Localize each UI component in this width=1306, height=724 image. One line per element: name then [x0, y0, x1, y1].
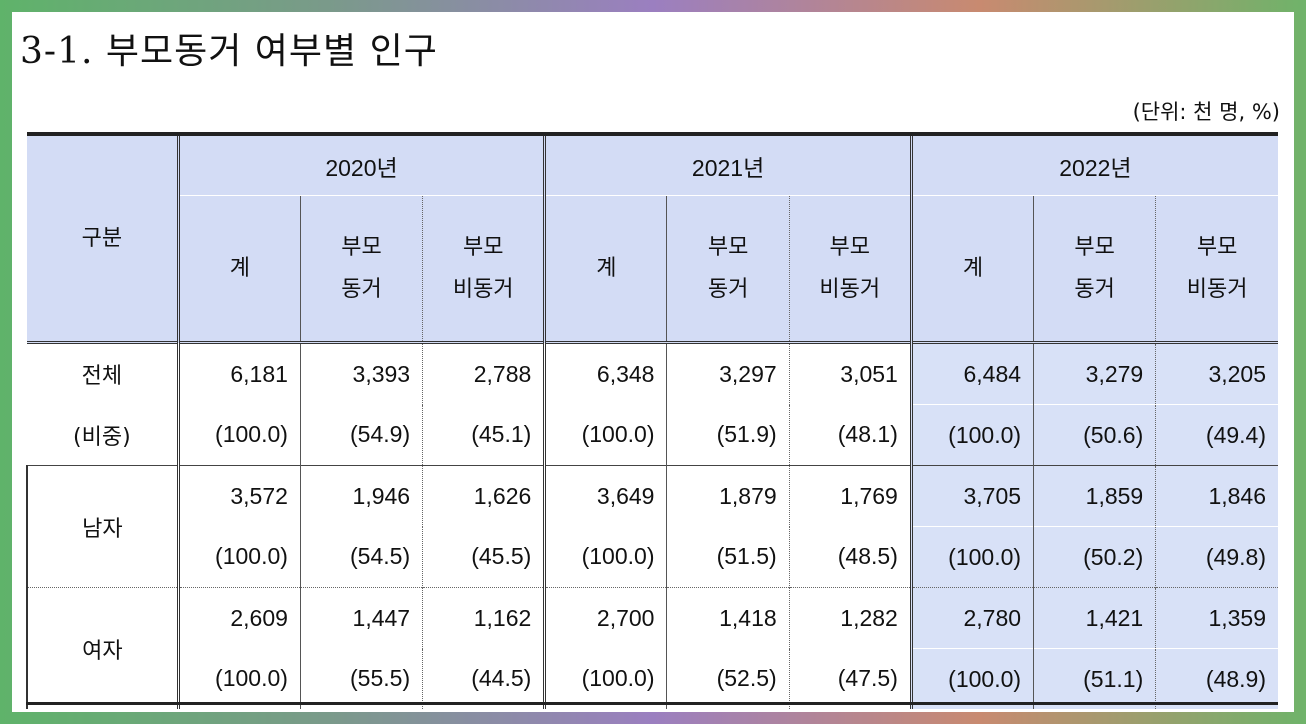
table-cell: (47.5) — [788, 648, 912, 709]
table-bottom-rule — [26, 702, 1278, 705]
table-cell: 1,282 — [788, 587, 912, 649]
table-cell: (48.5) — [788, 526, 912, 588]
table-cell: 6,484 — [909, 341, 1034, 405]
sub-header-with-parents: 부모 동거 — [299, 195, 423, 343]
table-cell: 1,846 — [1155, 465, 1278, 527]
table-cell: (45.1) — [422, 404, 545, 466]
table-cell: (48.1) — [788, 404, 912, 466]
table-cell: (100.0) — [543, 526, 667, 588]
table-cell: 3,705 — [909, 465, 1034, 527]
unit-note: (단위: 천 명, %) — [1132, 100, 1280, 124]
table-cell: 3,051 — [788, 341, 912, 405]
page-title: 3-1. 부모동거 여부별 인구 — [20, 31, 438, 72]
table-row: 남자 3,572 1,946 1,626 3,649 1,879 1,769 3… — [25, 465, 1278, 588]
table-cell: (100.0) — [909, 404, 1034, 466]
table-cell: 1,421 — [1033, 587, 1156, 649]
table-cell: (48.9) — [1155, 648, 1278, 709]
table-cell: (52.5) — [666, 648, 790, 709]
sub-header-with-parents: 부모 동거 — [666, 195, 790, 343]
row-label-share: (비중) — [73, 424, 131, 450]
table-cell: (55.5) — [299, 648, 423, 709]
table-cell: 2,788 — [422, 341, 545, 405]
table-cell: 3,297 — [666, 341, 790, 405]
table-cell: 3,572 — [176, 465, 301, 527]
table-cell: (100.0) — [176, 648, 301, 709]
table-cell: 1,879 — [666, 465, 790, 527]
sub-header-total: 계 — [909, 195, 1034, 343]
table-row: (100.0) (54.5) (45.5) (100.0) (51.5) (48… — [27, 526, 1278, 588]
year-header-2022: 2022년 — [909, 132, 1278, 196]
table-cell: (49.8) — [1155, 526, 1278, 588]
table-cell: (100.0) — [909, 526, 1034, 588]
table-cell: 1,418 — [666, 587, 790, 649]
table-cell: 6,181 — [176, 341, 301, 405]
category-header: 구분 — [27, 132, 179, 343]
sub-header-with-parents: 부모 동거 — [1033, 195, 1156, 343]
table-cell: (49.4) — [1155, 404, 1278, 466]
table-cell: 3,205 — [1155, 341, 1278, 405]
table-cell: 1,946 — [299, 465, 423, 527]
table-row: 여자 2,609 1,447 1,162 2,700 1,418 1,282 2… — [25, 587, 1278, 709]
table-row: 전체 6,181 3,393 2,788 6,348 3,297 3,051 6… — [27, 341, 1278, 405]
table-cell: 2,700 — [543, 587, 667, 649]
table-cell: (50.6) — [1033, 404, 1156, 466]
report-page: 3-1. 부모동거 여부별 인구 (단위: 천 명, %) 구분 2020년 2… — [12, 12, 1294, 712]
sub-header-without-parents: 부모 비동거 — [422, 195, 545, 343]
table-cell: 1,769 — [788, 465, 912, 527]
table-cell: (100.0) — [909, 648, 1034, 709]
row-label-total: 전체 — [27, 341, 179, 405]
table-cell: (100.0) — [176, 526, 301, 588]
table-cell: 6,348 — [543, 341, 667, 405]
table-cell: 2,780 — [909, 587, 1034, 649]
table-cell: 1,359 — [1155, 587, 1278, 649]
table-cell: 1,447 — [299, 587, 423, 649]
table-cell: (100.0) — [543, 404, 667, 466]
table-row: (100.0) (55.5) (44.5) (100.0) (52.5) (47… — [27, 648, 1278, 709]
year-header-2021: 2021년 — [543, 132, 912, 196]
table-cell: 2,609 — [176, 587, 301, 649]
table-cell: 1,162 — [422, 587, 545, 649]
table-cell: (54.9) — [299, 404, 423, 466]
row-label-female: 여자 — [25, 587, 179, 709]
table-cell: (51.1) — [1033, 648, 1156, 709]
table-cell: (50.2) — [1033, 526, 1156, 588]
table-cell: (51.9) — [666, 404, 790, 466]
table-cell: (54.5) — [299, 526, 423, 588]
table-cell: 3,393 — [299, 341, 423, 405]
table-cell: (100.0) — [176, 404, 301, 466]
sub-header-without-parents: 부모 비동거 — [1155, 195, 1278, 343]
row-label-male: 남자 — [25, 465, 179, 588]
table-cell: 3,279 — [1033, 341, 1156, 405]
year-header-2020: 2020년 — [176, 132, 545, 196]
table-cell: 1,626 — [422, 465, 545, 527]
table-cell: 1,859 — [1033, 465, 1156, 527]
table-cell: (51.5) — [666, 526, 790, 588]
sub-header-total: 계 — [176, 195, 301, 343]
table-cell: (45.5) — [422, 526, 545, 588]
sub-header-without-parents: 부모 비동거 — [788, 195, 912, 343]
table-row: (비중) (100.0) (54.9) (45.1) (100.0) (51.9… — [27, 404, 1278, 466]
sub-header-total: 계 — [543, 195, 667, 343]
population-table: 구분 2020년 2021년 2022년 계 부모 동거 부모 비동거 계 부모 동거… — [25, 132, 1278, 709]
table-cell: (100.0) — [543, 648, 667, 709]
table-cell: (44.5) — [422, 648, 545, 709]
table-cell: 3,649 — [543, 465, 667, 527]
